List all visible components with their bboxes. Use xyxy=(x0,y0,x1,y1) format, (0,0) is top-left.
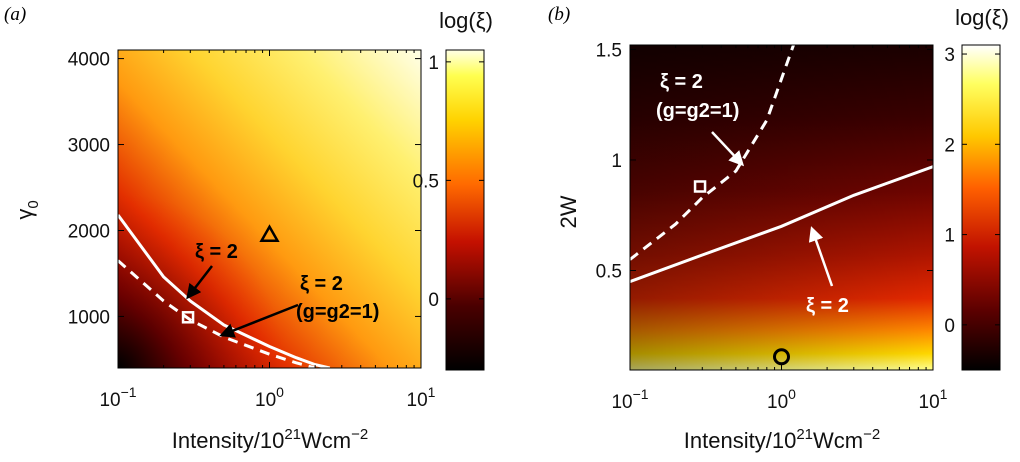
contour-dashed-a xyxy=(118,259,316,368)
annotation-arrow-xi2-b xyxy=(808,226,834,287)
y-tick-label-a: 4000 xyxy=(68,50,110,71)
x-axis-label-b: Intensity/1021Wcm−2 xyxy=(684,426,880,453)
x-tick-label-a: 100 xyxy=(255,384,284,411)
x-tick-label-a: 101 xyxy=(407,384,436,411)
y-tick-label-a: 3000 xyxy=(68,136,110,157)
panel-label-a: (a) xyxy=(4,4,26,25)
colorbar-title-a: log(ξ) xyxy=(439,8,493,33)
colorbar-tick-label-a: 0.5 xyxy=(413,171,439,192)
x-tick-label-b: 10−1 xyxy=(611,386,648,413)
annotation-xi2-a: ξ = 2 xyxy=(195,241,238,263)
y-tick-label-b: 0.5 xyxy=(596,262,622,283)
annotation-xi2-g-b-line1: ξ = 2 xyxy=(660,71,703,93)
annotation-arrow-xi2-g-b xyxy=(711,131,745,167)
y-tick-label-a: 2000 xyxy=(68,221,110,242)
contour-solid-b xyxy=(630,165,933,284)
circle-marker-b xyxy=(773,348,790,366)
contour-solid-a xyxy=(118,214,331,368)
x-tick-label-b: 101 xyxy=(919,386,948,413)
panel-label-b: (b) xyxy=(548,4,570,25)
x-tick-label-a: 10−1 xyxy=(99,384,136,411)
colorbar-tick-label-a: 0 xyxy=(428,290,439,311)
annotation-xi2-b: ξ = 2 xyxy=(806,295,849,317)
annotation-arrow-xi2-g-a xyxy=(219,303,299,338)
annotation-xi2-g-a-line1: ξ = 2 xyxy=(300,273,343,295)
colorbar-title-b: log(ξ) xyxy=(955,5,1009,30)
heatmap-b-shade xyxy=(630,45,933,370)
annotation-xi2-g-b-line2: (g=g2=1) xyxy=(656,100,739,122)
colorbar-tick-label-a: 1 xyxy=(428,53,439,74)
panel-b: 10−1 100 101 0.5 1 1.5 ξ = 2 (g=g2=1) ξ = 2 I… xyxy=(556,5,1009,453)
y-tick-label-b: 1.5 xyxy=(596,40,622,61)
x-tick-label-b: 100 xyxy=(767,386,796,413)
colorbar-tick-label-b: 0 xyxy=(944,316,955,337)
panel-a: 10−1 100 101 1000 2000 3000 4000 ξ = 2 ξ = 2 (… xyxy=(12,8,493,453)
y-axis-label-a: γ0 xyxy=(12,200,42,219)
square-marker-b xyxy=(693,180,707,193)
contour-dashed-b xyxy=(630,45,795,261)
colorbar-a xyxy=(445,49,485,371)
y-tick-label-a: 1000 xyxy=(68,307,110,328)
y-axis-label-b: 2W xyxy=(556,195,581,228)
colorbar-b xyxy=(961,44,1001,371)
y-tick-label-b: 1 xyxy=(611,151,622,172)
colorbar-tick-label-b: 3 xyxy=(944,45,955,66)
colorbar-tick-label-b: 1 xyxy=(944,226,955,247)
x-axis-label-a: Intensity/1021Wcm−2 xyxy=(172,426,368,453)
square-marker-a xyxy=(181,311,195,324)
annotation-arrow-xi2-a xyxy=(186,265,213,300)
colorbar-tick-label-b: 2 xyxy=(944,135,955,156)
triangle-marker-a xyxy=(259,224,280,243)
annotation-xi2-g-a-line2: (g=g2=1) xyxy=(296,301,379,323)
